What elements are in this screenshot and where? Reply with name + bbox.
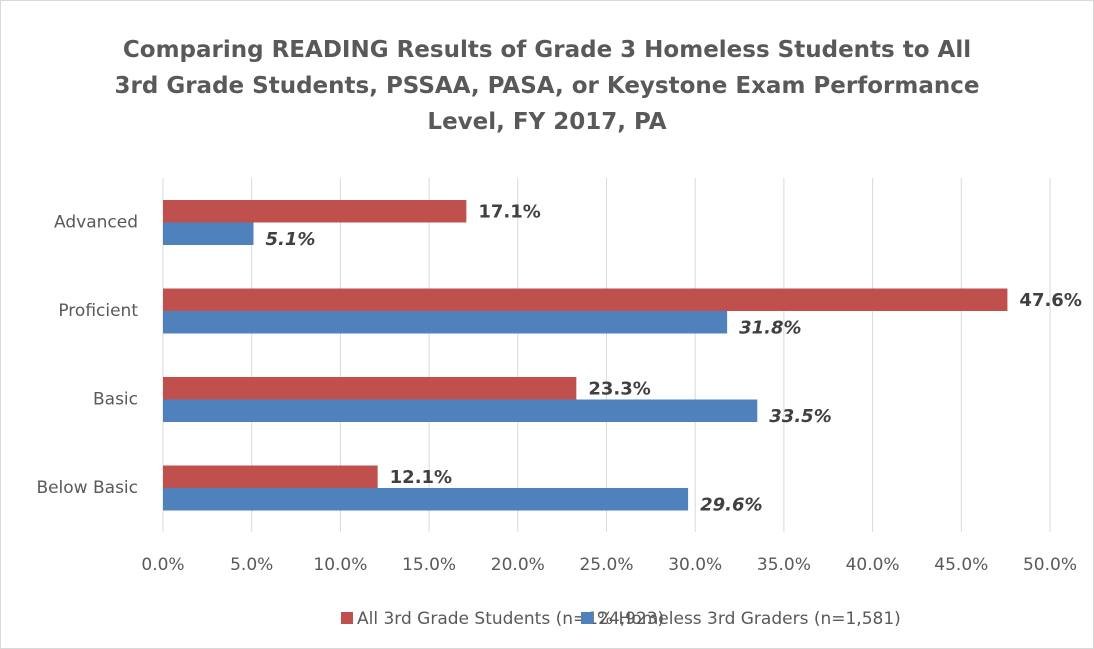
x-tick-label: 0.0% (141, 555, 184, 575)
y-tick-label: Advanced (54, 212, 138, 232)
chart-title: Comparing READING Results of Grade 3 Hom… (114, 37, 980, 135)
x-tick-label: 25.0% (579, 555, 633, 575)
y-tick-label: Proficient (58, 301, 138, 321)
legend-swatch (341, 612, 353, 624)
x-tick-label: 30.0% (668, 555, 722, 575)
bar (163, 288, 1008, 311)
x-tick-label: 35.0% (757, 555, 811, 575)
x-tick-label: 40.0% (846, 555, 900, 575)
value-label: 29.6% (700, 494, 762, 515)
bar (163, 465, 378, 488)
value-label: 23.3% (588, 378, 650, 399)
bar (163, 311, 728, 334)
legend-swatch (581, 612, 593, 624)
bar (163, 377, 577, 400)
x-tick-label: 5.0% (230, 555, 273, 575)
bar (163, 200, 467, 223)
value-label: 17.1% (478, 201, 540, 222)
y-tick-label: Below Basic (36, 478, 138, 498)
value-label: 33.5% (769, 406, 831, 427)
x-tick-label: 15.0% (402, 555, 456, 575)
value-label: 5.1% (265, 229, 315, 250)
x-tick-label: 50.0% (1023, 555, 1077, 575)
value-label: 12.1% (390, 467, 452, 488)
bar (163, 222, 254, 245)
bar (163, 399, 758, 422)
legend-label: % Homeless 3rd Graders (n=1,581) (597, 609, 901, 629)
value-label: 31.8% (739, 317, 801, 338)
x-tick-label: 20.0% (491, 555, 545, 575)
x-tick-label: 10.0% (313, 555, 367, 575)
bar (163, 488, 689, 511)
y-tick-label: Basic (93, 389, 138, 409)
x-tick-label: 45.0% (934, 555, 988, 575)
value-label: 47.6% (1019, 290, 1081, 311)
